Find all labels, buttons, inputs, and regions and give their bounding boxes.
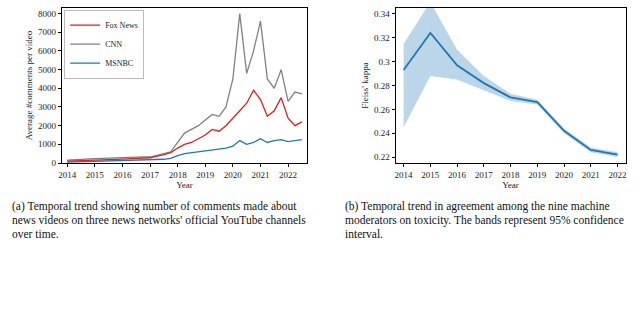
svg-text:8000: 8000 bbox=[38, 9, 57, 19]
svg-text:2000: 2000 bbox=[38, 121, 57, 131]
svg-text:0.3: 0.3 bbox=[379, 57, 391, 67]
svg-text:2015: 2015 bbox=[421, 170, 440, 180]
svg-text:2020: 2020 bbox=[224, 170, 243, 180]
svg-text:2018: 2018 bbox=[502, 170, 521, 180]
html-text:(b) Temporal trend in agreemen: (b) Temporal trend in agreement among th… bbox=[345, 200, 624, 240]
svg-text:6000: 6000 bbox=[38, 46, 57, 56]
svg-text:3000: 3000 bbox=[38, 102, 57, 112]
svg-text:0.34: 0.34 bbox=[374, 9, 390, 19]
svg-text:MSNBC: MSNBC bbox=[105, 59, 133, 68]
svg-text:2021: 2021 bbox=[251, 170, 269, 180]
svg-text:0.22: 0.22 bbox=[374, 152, 390, 162]
svg-text:1000: 1000 bbox=[38, 139, 57, 149]
svg-text:0.32: 0.32 bbox=[374, 33, 390, 43]
svg-text:CNN: CNN bbox=[105, 40, 122, 49]
svg-text:2022: 2022 bbox=[279, 170, 297, 180]
svg-text:2014: 2014 bbox=[395, 170, 414, 180]
html-text:(a) Temporal trend showing num: (a) Temporal trend showing number of com… bbox=[12, 200, 306, 240]
svg-text:2016: 2016 bbox=[113, 170, 131, 180]
svg-text:0.26: 0.26 bbox=[374, 105, 390, 115]
svg-text:2019: 2019 bbox=[196, 170, 215, 180]
svg-text:2022: 2022 bbox=[609, 170, 627, 180]
svg-text:Year: Year bbox=[502, 180, 519, 190]
svg-text:2015: 2015 bbox=[86, 170, 105, 180]
svg-text:2017: 2017 bbox=[141, 170, 160, 180]
svg-text:2018: 2018 bbox=[169, 170, 188, 180]
svg-text:0.24: 0.24 bbox=[374, 128, 390, 138]
svg-text:5000: 5000 bbox=[38, 65, 57, 75]
svg-text:2019: 2019 bbox=[528, 170, 547, 180]
svg-text:Average #comments per video: Average #comments per video bbox=[24, 30, 34, 140]
svg-text:2014: 2014 bbox=[58, 170, 77, 180]
svg-text:Year: Year bbox=[176, 180, 193, 190]
svg-text:Fox News: Fox News bbox=[105, 21, 138, 30]
svg-text:2020: 2020 bbox=[555, 170, 574, 180]
svg-text:Fleiss' kappa: Fleiss' kappa bbox=[360, 62, 370, 108]
svg-text:0: 0 bbox=[51, 158, 56, 168]
svg-text:7000: 7000 bbox=[38, 27, 57, 37]
svg-text:4000: 4000 bbox=[38, 83, 57, 93]
svg-text:0.28: 0.28 bbox=[374, 81, 390, 91]
svg-text:2017: 2017 bbox=[475, 170, 494, 180]
svg-text:2016: 2016 bbox=[448, 170, 467, 180]
svg-text:2021: 2021 bbox=[582, 170, 600, 180]
